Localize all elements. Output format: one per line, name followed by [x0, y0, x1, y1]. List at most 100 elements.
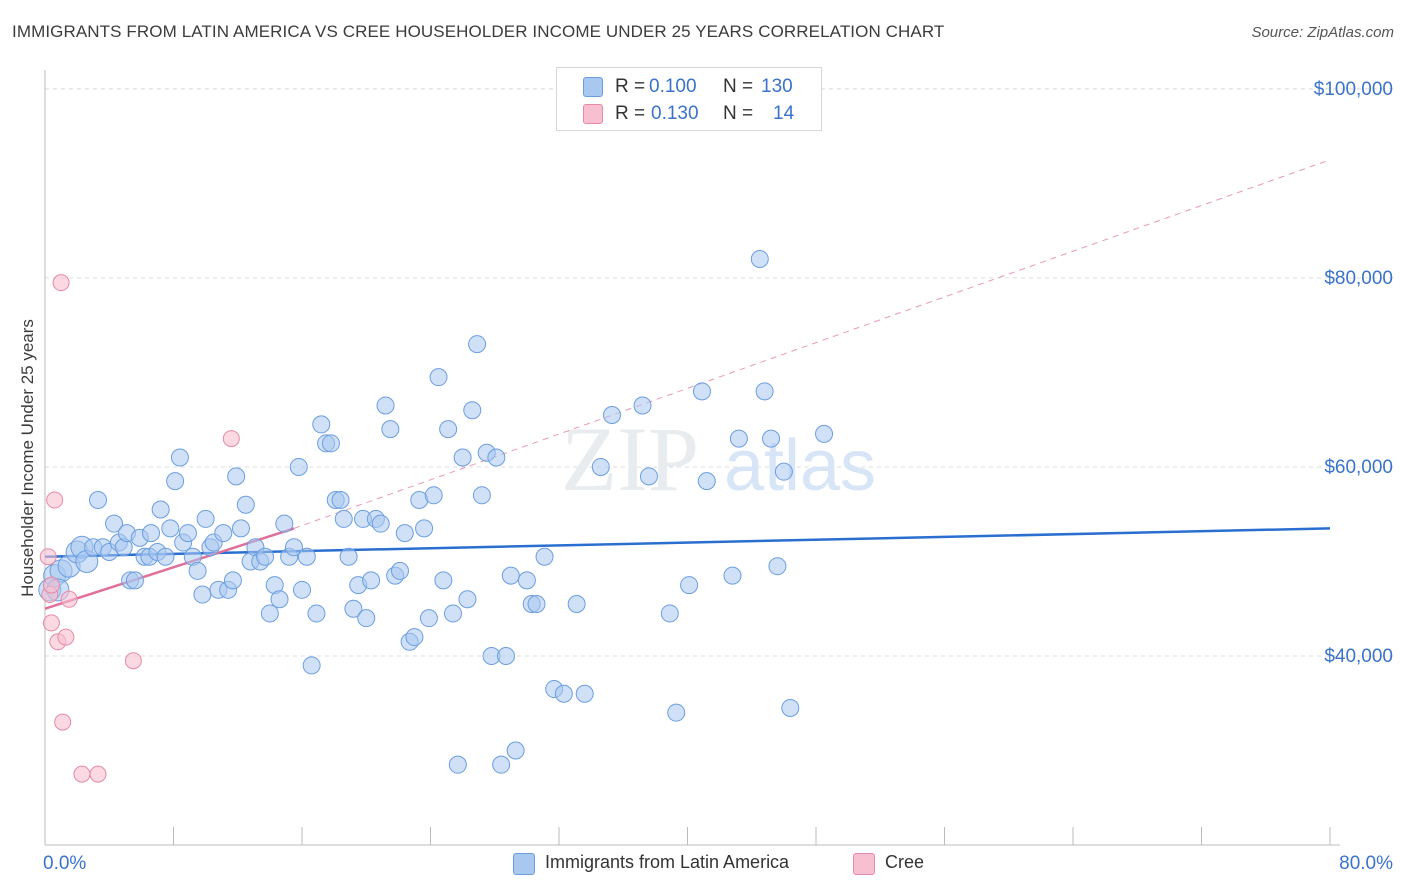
- data-point-immigrants: [256, 547, 275, 566]
- data-point-immigrants: [260, 604, 279, 623]
- data-point-immigrants: [297, 547, 316, 566]
- data-point-immigrants: [381, 420, 400, 439]
- data-point-immigrants: [723, 566, 742, 585]
- data-point-immigrants: [517, 571, 536, 590]
- data-point-immigrants: [196, 509, 215, 528]
- data-point-immigrants: [307, 604, 326, 623]
- data-point-immigrants: [151, 500, 170, 519]
- data-point-immigrants: [142, 524, 161, 543]
- data-point-immigrants: [231, 519, 250, 538]
- data-point-immigrants: [178, 524, 197, 543]
- y-tick-label: $40,000: [1324, 646, 1393, 667]
- data-point-immigrants: [487, 448, 506, 467]
- trend-line-cree-extension: [293, 159, 1331, 529]
- data-point-immigrants: [755, 382, 774, 401]
- legend-swatch-blue: [513, 853, 535, 875]
- data-point-immigrants: [390, 561, 409, 580]
- data-point-immigrants: [603, 405, 622, 424]
- data-point-immigrants: [170, 448, 189, 467]
- data-point-immigrants: [156, 547, 175, 566]
- data-point-immigrants: [214, 524, 233, 543]
- data-point-immigrants: [575, 684, 594, 703]
- data-point-immigrants: [334, 509, 353, 528]
- data-point-immigrants: [448, 755, 467, 774]
- legend-n-value: 130: [761, 76, 793, 97]
- data-point-cree: [124, 652, 142, 670]
- data-point-immigrants: [729, 429, 748, 448]
- y-axis-title: Householder Income Under 25 years: [18, 319, 37, 597]
- y-tick-label: $100,000: [1314, 79, 1393, 100]
- data-point-immigrants: [125, 571, 144, 590]
- data-point-immigrants: [815, 424, 834, 443]
- data-point-immigrants: [750, 250, 769, 269]
- legend-n-label: N =: [723, 76, 754, 97]
- data-point-immigrants: [697, 472, 716, 491]
- data-point-cree: [60, 590, 78, 608]
- data-point-immigrants: [105, 514, 124, 533]
- legend-label: Cree: [885, 852, 925, 872]
- data-point-immigrants: [284, 538, 303, 557]
- y-tick-label: $80,000: [1324, 268, 1393, 289]
- watermark-zip: ZIP: [561, 408, 699, 510]
- legend-n-value: 14: [773, 103, 795, 124]
- data-point-immigrants: [633, 396, 652, 415]
- data-point-immigrants: [768, 557, 787, 576]
- data-point-immigrants: [429, 368, 448, 387]
- data-point-immigrants: [680, 576, 699, 595]
- data-point-immigrants: [166, 472, 185, 491]
- data-point-cree: [46, 491, 64, 509]
- legend-r-label: R =: [615, 76, 646, 97]
- data-point-immigrants: [188, 561, 207, 580]
- data-point-immigrants: [501, 566, 520, 585]
- data-point-immigrants: [443, 604, 462, 623]
- data-point-immigrants: [302, 656, 321, 675]
- tick-labels: $40,000 $60,000 $80,000 $100,000 0.0% 80.0%: [43, 79, 1393, 874]
- data-point-immigrants: [275, 514, 294, 533]
- watermark: ZIP atlas: [561, 408, 876, 510]
- y-tick-label: $60,000: [1324, 457, 1393, 478]
- data-point-immigrants: [591, 457, 610, 476]
- legend-r-label: R =: [615, 103, 646, 124]
- data-point-immigrants: [405, 628, 424, 647]
- data-point-immigrants: [506, 741, 525, 760]
- x-tick-label: 80.0%: [1339, 853, 1393, 874]
- data-point-immigrants: [439, 420, 458, 439]
- axes: [44, 70, 1340, 846]
- source-label[interactable]: Source: ZipAtlas.com: [1251, 24, 1394, 41]
- data-point-immigrants: [453, 448, 472, 467]
- legend-box: R = 0.100 N = 130 R = 0.130 N = 14: [556, 67, 822, 131]
- data-point-immigrants: [357, 609, 376, 628]
- data-point-immigrants: [89, 491, 108, 510]
- data-point-immigrants: [293, 580, 311, 599]
- gridlines: [45, 88, 1395, 657]
- data-point-immigrants: [193, 585, 212, 604]
- data-point-immigrants: [339, 547, 358, 566]
- legend-r-value: 0.130: [651, 103, 699, 124]
- data-points: [38, 250, 834, 783]
- data-point-cree: [52, 274, 70, 292]
- data-point-immigrants: [567, 594, 586, 613]
- data-point-cree: [39, 548, 57, 566]
- data-point-immigrants: [312, 415, 331, 434]
- data-point-immigrants: [415, 519, 434, 538]
- data-point-cree: [42, 614, 60, 632]
- legend-r-value: 0.100: [649, 76, 697, 97]
- data-point-immigrants: [692, 382, 711, 401]
- data-point-immigrants: [270, 590, 289, 609]
- data-point-cree: [89, 765, 107, 783]
- watermark-atlas: atlas: [724, 426, 876, 506]
- legend-swatch-pink: [583, 104, 603, 124]
- data-point-immigrants: [236, 495, 255, 514]
- data-point-immigrants: [554, 684, 573, 703]
- data-point-immigrants: [395, 524, 414, 543]
- data-point-immigrants: [227, 467, 246, 486]
- data-point-immigrants: [424, 486, 443, 505]
- legend-swatch-blue: [583, 77, 603, 97]
- data-point-cree: [42, 576, 60, 594]
- data-point-immigrants: [161, 519, 180, 538]
- data-point-immigrants: [344, 599, 363, 618]
- data-point-immigrants: [463, 401, 482, 420]
- chart-title: IMMIGRANTS FROM LATIN AMERICA VS CREE HO…: [12, 22, 945, 41]
- data-point-immigrants: [458, 590, 477, 609]
- data-point-immigrants: [371, 514, 390, 533]
